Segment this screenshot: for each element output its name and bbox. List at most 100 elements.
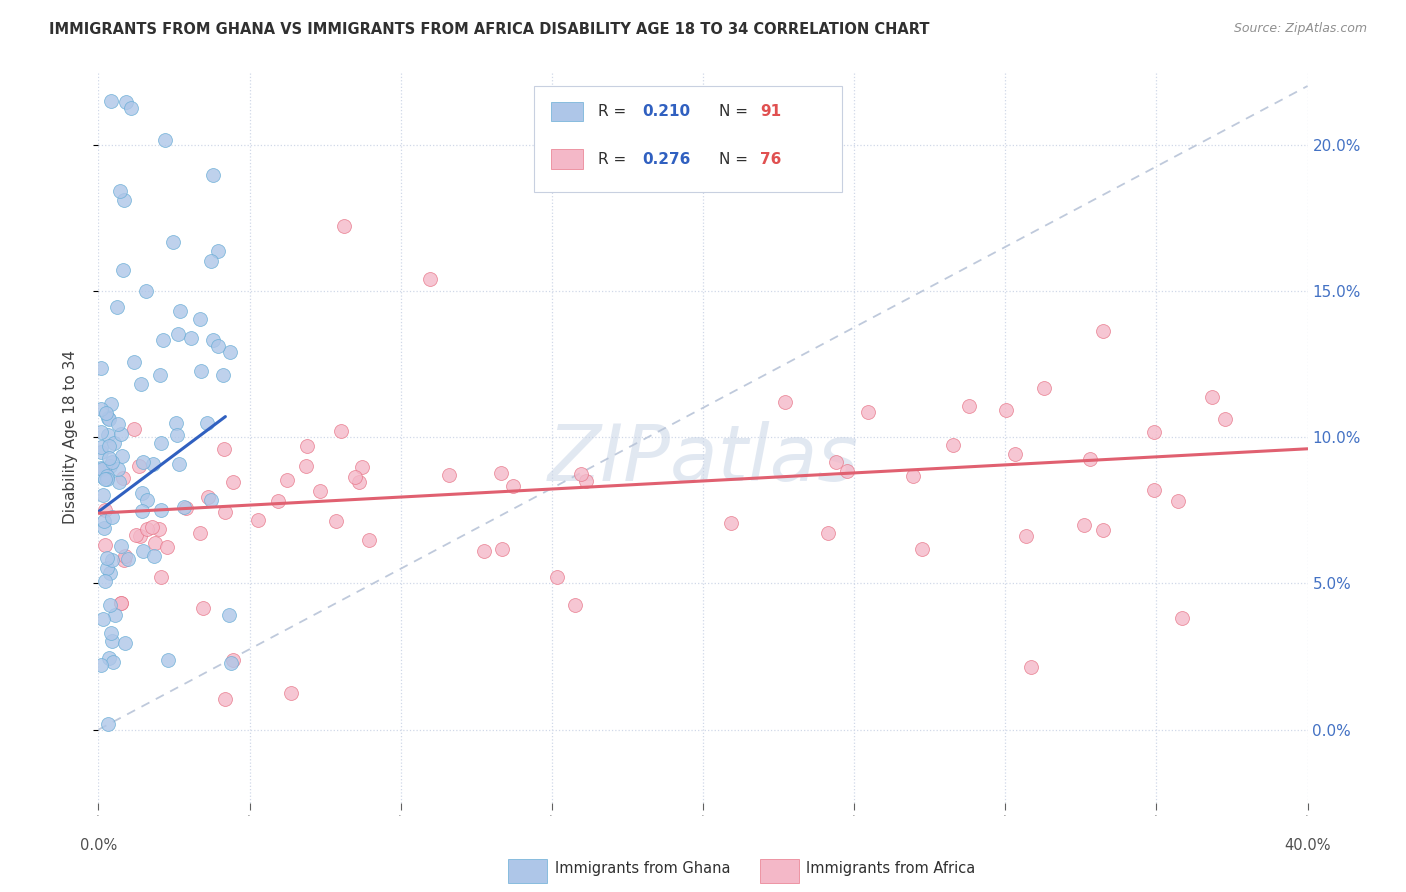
Point xyxy=(574,474,596,488)
Point xyxy=(329,424,352,438)
Point xyxy=(94,538,117,552)
Point xyxy=(911,542,934,557)
Text: 76: 76 xyxy=(759,152,782,167)
Point xyxy=(97,411,120,425)
Point xyxy=(143,536,166,550)
Point xyxy=(197,490,219,504)
Point xyxy=(856,404,879,418)
Point xyxy=(1073,517,1095,532)
FancyBboxPatch shape xyxy=(551,102,583,121)
Point xyxy=(169,304,191,318)
Point xyxy=(103,436,125,450)
Point xyxy=(142,549,165,563)
Text: IMMIGRANTS FROM GHANA VS IMMIGRANTS FROM AFRICA DISABILITY AGE 18 TO 34 CORRELAT: IMMIGRANTS FROM GHANA VS IMMIGRANTS FROM… xyxy=(49,22,929,37)
Point xyxy=(129,529,152,543)
Point xyxy=(104,607,127,622)
Text: N =: N = xyxy=(718,152,752,167)
Point xyxy=(128,458,150,473)
Point xyxy=(150,502,173,516)
Point xyxy=(132,455,155,469)
Point xyxy=(98,411,121,425)
Point xyxy=(188,312,211,326)
Point xyxy=(202,169,225,183)
Point xyxy=(111,449,134,463)
Point xyxy=(359,533,381,547)
Point xyxy=(1015,529,1038,543)
Point xyxy=(142,457,165,471)
Point xyxy=(502,479,524,493)
Point xyxy=(96,469,118,483)
Point xyxy=(111,470,134,484)
Point xyxy=(332,219,354,234)
Point xyxy=(325,515,347,529)
Point xyxy=(156,541,179,555)
Point xyxy=(153,133,176,147)
Point xyxy=(105,300,128,314)
FancyBboxPatch shape xyxy=(509,859,547,882)
Point xyxy=(1171,611,1194,625)
Point xyxy=(167,457,190,471)
Point xyxy=(98,458,121,473)
Point xyxy=(108,184,131,198)
Point xyxy=(149,368,172,382)
Point xyxy=(148,522,170,536)
Point xyxy=(166,428,188,442)
Point xyxy=(222,475,245,489)
Point xyxy=(191,601,214,615)
Point xyxy=(131,504,153,518)
Text: 0.276: 0.276 xyxy=(643,152,690,167)
Point xyxy=(491,542,513,557)
Text: 40.0%: 40.0% xyxy=(1284,838,1331,853)
Point xyxy=(141,519,163,533)
Text: Immigrants from Ghana: Immigrants from Ghana xyxy=(555,861,731,876)
Point xyxy=(267,494,290,508)
Point xyxy=(135,285,157,299)
Point xyxy=(214,505,236,519)
Point xyxy=(221,653,243,667)
FancyBboxPatch shape xyxy=(759,859,799,882)
Point xyxy=(180,331,202,345)
Point xyxy=(110,596,132,610)
Point xyxy=(280,686,302,700)
Point xyxy=(152,334,174,348)
Point xyxy=(1213,412,1236,426)
Point xyxy=(1032,381,1054,395)
Text: R =: R = xyxy=(598,152,631,167)
Point xyxy=(91,488,114,502)
Point xyxy=(350,459,373,474)
Point xyxy=(1078,452,1101,467)
Point xyxy=(98,598,121,612)
Text: Source: ZipAtlas.com: Source: ZipAtlas.com xyxy=(1233,22,1367,36)
Point xyxy=(97,439,120,453)
Point xyxy=(122,355,145,369)
Point xyxy=(773,395,796,409)
Point xyxy=(1143,483,1166,497)
Point xyxy=(294,458,316,473)
Point xyxy=(93,514,115,528)
Point xyxy=(347,475,370,490)
Point xyxy=(173,500,195,515)
Text: Immigrants from Africa: Immigrants from Africa xyxy=(806,861,974,876)
Point xyxy=(824,455,846,469)
Point xyxy=(156,652,179,666)
Point xyxy=(91,462,114,476)
Point xyxy=(150,570,173,584)
Point xyxy=(131,544,153,558)
Point xyxy=(136,492,159,507)
Point xyxy=(247,513,270,527)
Point xyxy=(957,399,980,413)
Point xyxy=(942,437,965,451)
Point xyxy=(201,333,224,347)
Point xyxy=(174,501,197,516)
Point xyxy=(546,570,568,584)
Y-axis label: Disability Age 18 to 34: Disability Age 18 to 34 xyxy=(63,350,77,524)
Point xyxy=(212,442,235,457)
Point xyxy=(91,612,114,626)
Point xyxy=(200,492,222,507)
Text: 0.210: 0.210 xyxy=(643,104,690,120)
Point xyxy=(91,469,114,483)
Point xyxy=(111,263,134,277)
Text: ZIPatlas: ZIPatlas xyxy=(547,421,859,497)
Point xyxy=(1091,523,1114,537)
Point xyxy=(98,566,121,580)
